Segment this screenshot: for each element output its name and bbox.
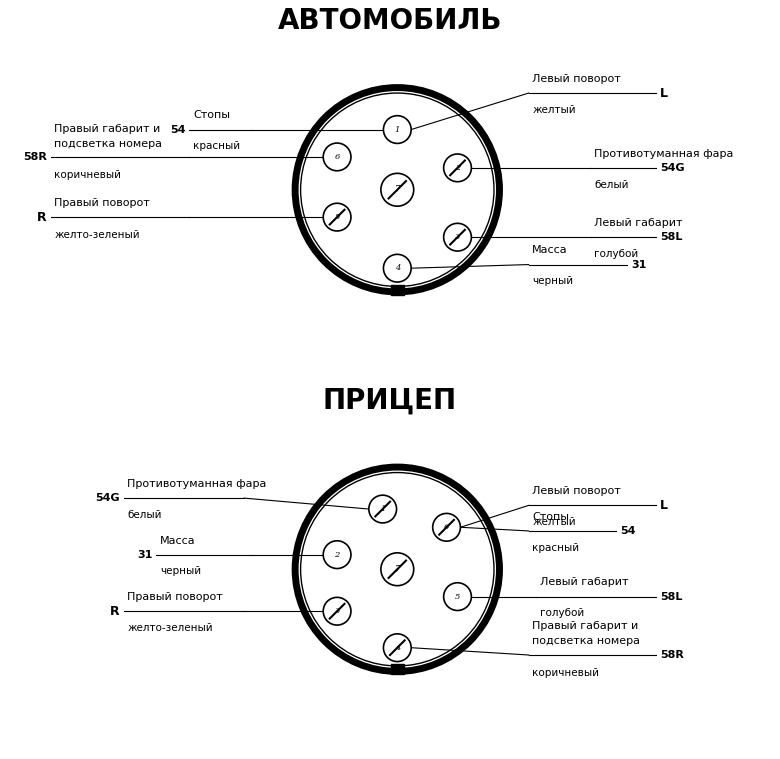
Text: ПРИЦЕП: ПРИЦЕП (323, 387, 457, 415)
Text: 5: 5 (455, 593, 460, 600)
Text: 7: 7 (395, 185, 400, 194)
Circle shape (323, 143, 351, 171)
Circle shape (381, 173, 413, 206)
Text: 58L: 58L (660, 232, 682, 242)
Text: 54: 54 (170, 124, 186, 134)
Text: Правый габарит и: Правый габарит и (532, 622, 639, 631)
Text: L: L (660, 87, 668, 99)
Text: 3: 3 (455, 233, 460, 241)
Text: Левый габарит: Левый габарит (594, 218, 682, 228)
Circle shape (369, 495, 396, 523)
Text: R: R (37, 210, 47, 224)
Text: 6: 6 (335, 153, 340, 161)
Text: черный: черный (160, 566, 201, 576)
Text: 1: 1 (395, 125, 400, 134)
Bar (391, 664, 404, 675)
Circle shape (433, 513, 460, 541)
Text: Противотуманная фара: Противотуманная фара (594, 149, 734, 159)
Text: Правый габарит и: Правый габарит и (55, 124, 161, 134)
Circle shape (323, 597, 351, 625)
Text: L: L (660, 499, 668, 512)
Circle shape (444, 154, 471, 181)
Text: Левый поворот: Левый поворот (532, 487, 621, 496)
Text: Масса: Масса (532, 245, 568, 256)
Text: Противотуманная фара: Противотуманная фара (127, 479, 267, 489)
Circle shape (323, 540, 351, 568)
Circle shape (384, 254, 411, 282)
Circle shape (384, 634, 411, 662)
Text: 3: 3 (335, 607, 340, 616)
Text: желто-зеленый: желто-зеленый (127, 623, 213, 633)
Text: 54G: 54G (95, 493, 120, 503)
Text: красный: красный (193, 141, 240, 151)
Text: красный: красный (532, 543, 580, 553)
Circle shape (444, 583, 471, 610)
Text: желто-зеленый: желто-зеленый (55, 230, 140, 240)
Circle shape (381, 553, 413, 586)
Circle shape (300, 473, 494, 666)
Text: 31: 31 (631, 260, 646, 269)
Text: 5: 5 (335, 213, 340, 221)
Text: коричневый: коричневый (532, 668, 599, 678)
Text: 54G: 54G (660, 163, 685, 173)
Text: Стопы: Стопы (193, 110, 230, 121)
Text: 6: 6 (444, 523, 449, 531)
Text: 58R: 58R (660, 650, 684, 660)
Text: 4: 4 (395, 644, 400, 652)
Text: 4: 4 (395, 264, 400, 272)
Text: белый: белый (127, 510, 161, 520)
Text: АВТОМОБИЛЬ: АВТОМОБИЛЬ (278, 8, 502, 36)
Text: Стопы: Стопы (532, 512, 569, 522)
Text: 2: 2 (335, 550, 340, 559)
Text: 58L: 58L (660, 591, 682, 602)
Text: черный: черный (532, 276, 573, 286)
Text: желтый: желтый (532, 517, 576, 527)
Text: Левый габарит: Левый габарит (540, 578, 628, 587)
Text: подсветка номера: подсветка номера (55, 139, 162, 149)
Text: Правый поворот: Правый поворот (55, 198, 150, 208)
Text: R: R (110, 605, 120, 618)
Text: желтый: желтый (532, 105, 576, 115)
Text: Масса: Масса (160, 536, 196, 546)
Text: 58R: 58R (23, 152, 47, 162)
Bar (391, 285, 404, 295)
Circle shape (300, 93, 494, 286)
Text: Левый поворот: Левый поворот (532, 74, 621, 84)
Text: 54: 54 (620, 526, 636, 536)
Text: коричневый: коричневый (55, 170, 121, 180)
Text: белый: белый (594, 180, 629, 190)
Circle shape (444, 223, 471, 251)
Circle shape (323, 203, 351, 231)
Circle shape (384, 115, 411, 143)
Text: 1: 1 (380, 505, 385, 513)
Text: голубой: голубой (540, 608, 584, 619)
Text: подсветка номера: подсветка номера (532, 636, 640, 646)
Text: 31: 31 (137, 550, 153, 559)
Text: 2: 2 (455, 164, 460, 172)
Text: 7: 7 (395, 565, 400, 574)
Text: голубой: голубой (594, 249, 639, 259)
Text: Правый поворот: Правый поворот (127, 592, 223, 602)
